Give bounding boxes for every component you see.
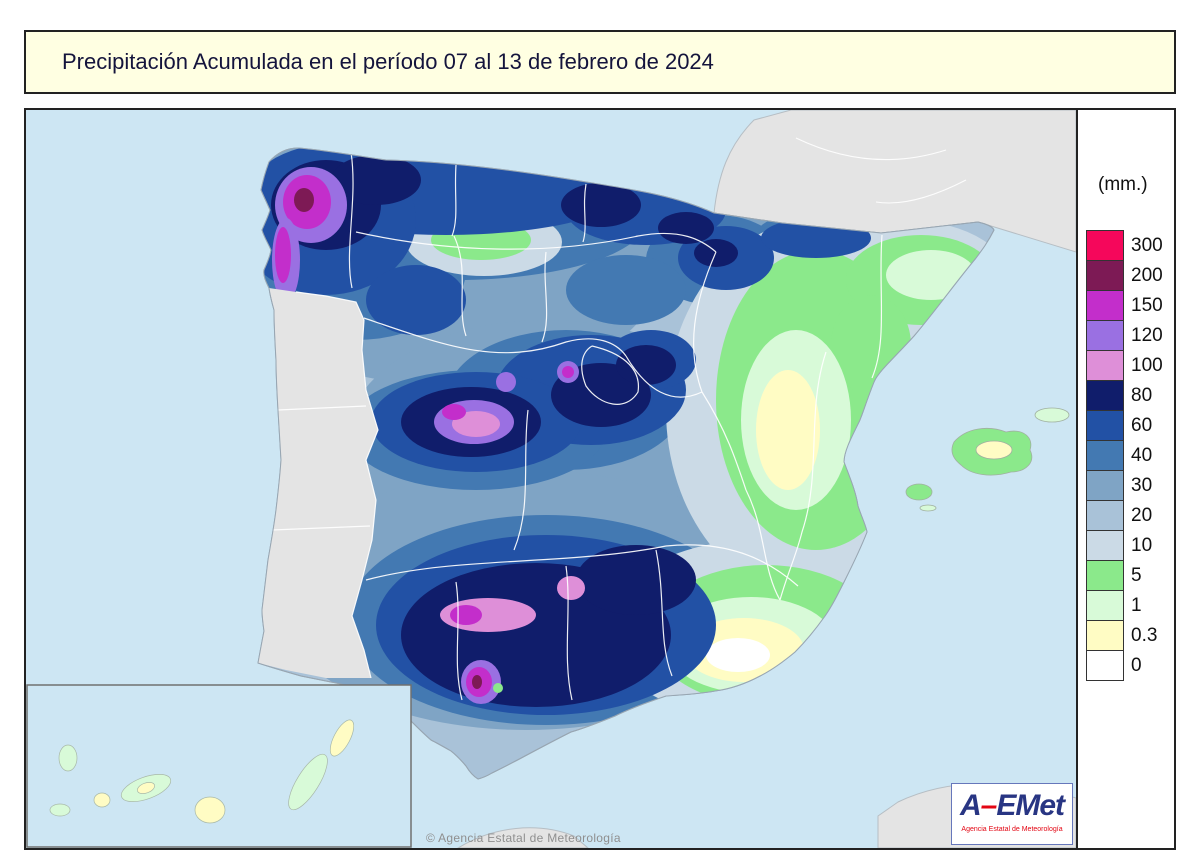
legend-swatch xyxy=(1086,590,1124,621)
aemet-logo-caption: Agencia Estatal de Meteorología xyxy=(961,826,1063,833)
legend-entry: 5 xyxy=(1086,560,1174,591)
aemet-logo-text: A–EMet xyxy=(959,789,1065,822)
legend-value: 150 xyxy=(1131,294,1163,316)
legend-units-label: (mm.) xyxy=(1098,174,1148,195)
legend-swatch xyxy=(1086,350,1124,381)
map-frame: © Agencia Estatal de Meteorología A–EMet… xyxy=(24,108,1176,850)
legend-entry: 120 xyxy=(1086,320,1174,351)
legend-value: 0 xyxy=(1131,654,1142,676)
legend-entry: 0.3 xyxy=(1086,620,1174,651)
aemet-logo-dash: – xyxy=(980,789,998,822)
legend-swatch xyxy=(1086,260,1124,291)
map-area: © Agencia Estatal de Meteorología A–EMet… xyxy=(26,110,1076,848)
legend-entry: 60 xyxy=(1086,410,1174,441)
legend-value: 200 xyxy=(1131,264,1163,286)
legend-panel: (mm.) 300 200 150 120 100 80 60 40 30 20 10 5 1 0.3 0 xyxy=(1076,110,1174,848)
legend-swatch xyxy=(1086,440,1124,471)
page-title: Precipitación Acumulada en el período 07… xyxy=(62,49,714,74)
copyright-text: © Agencia Estatal de Meteorología xyxy=(426,831,621,845)
legend-entry: 150 xyxy=(1086,290,1174,321)
legend-entry: 1 xyxy=(1086,590,1174,621)
legend-swatch xyxy=(1086,230,1124,261)
balearic-islands xyxy=(905,407,1070,512)
legend-scale: 300 200 150 120 100 80 60 40 30 20 10 5 1 0.3 0 xyxy=(1086,230,1174,681)
aemet-logo: A–EMet Agencia Estatal de Meteorología xyxy=(951,783,1073,845)
legend-swatch xyxy=(1086,320,1124,351)
canary-inset xyxy=(26,684,412,848)
legend-value: 80 xyxy=(1131,384,1153,406)
legend-swatch xyxy=(1086,410,1124,441)
legend-entry: 20 xyxy=(1086,500,1174,531)
legend-swatch xyxy=(1086,620,1124,651)
legend-swatch xyxy=(1086,560,1124,591)
legend-swatch xyxy=(1086,650,1124,681)
heavy-precip-cores xyxy=(272,167,585,704)
admin-borders xyxy=(271,151,883,701)
legend-value: 60 xyxy=(1131,414,1153,436)
legend-value: 300 xyxy=(1131,234,1163,256)
legend-value: 40 xyxy=(1131,444,1153,466)
legend-value: 0.3 xyxy=(1131,624,1158,646)
legend-value: 20 xyxy=(1131,504,1153,526)
legend-swatch xyxy=(1086,530,1124,561)
legend-swatch xyxy=(1086,290,1124,321)
legend-entry: 200 xyxy=(1086,260,1174,291)
legend-value: 1 xyxy=(1131,594,1142,616)
legend-value: 10 xyxy=(1131,534,1153,556)
portugal-land xyxy=(258,288,378,678)
legend-entry: 10 xyxy=(1086,530,1174,561)
legend-entry: 30 xyxy=(1086,470,1174,501)
legend-value: 120 xyxy=(1131,324,1163,346)
map-svg xyxy=(26,110,1076,848)
legend-entry: 40 xyxy=(1086,440,1174,471)
legend-swatch xyxy=(1086,500,1124,531)
legend-swatch xyxy=(1086,380,1124,411)
title-bar: Precipitación Acumulada en el período 07… xyxy=(24,30,1176,94)
legend-value: 100 xyxy=(1131,354,1163,376)
legend-entry: 300 xyxy=(1086,230,1174,261)
legend-entry: 80 xyxy=(1086,380,1174,411)
legend-entry: 0 xyxy=(1086,650,1174,681)
legend-value: 5 xyxy=(1131,564,1142,586)
legend-entry: 100 xyxy=(1086,350,1174,381)
legend-swatch xyxy=(1086,470,1124,501)
legend-value: 30 xyxy=(1131,474,1153,496)
